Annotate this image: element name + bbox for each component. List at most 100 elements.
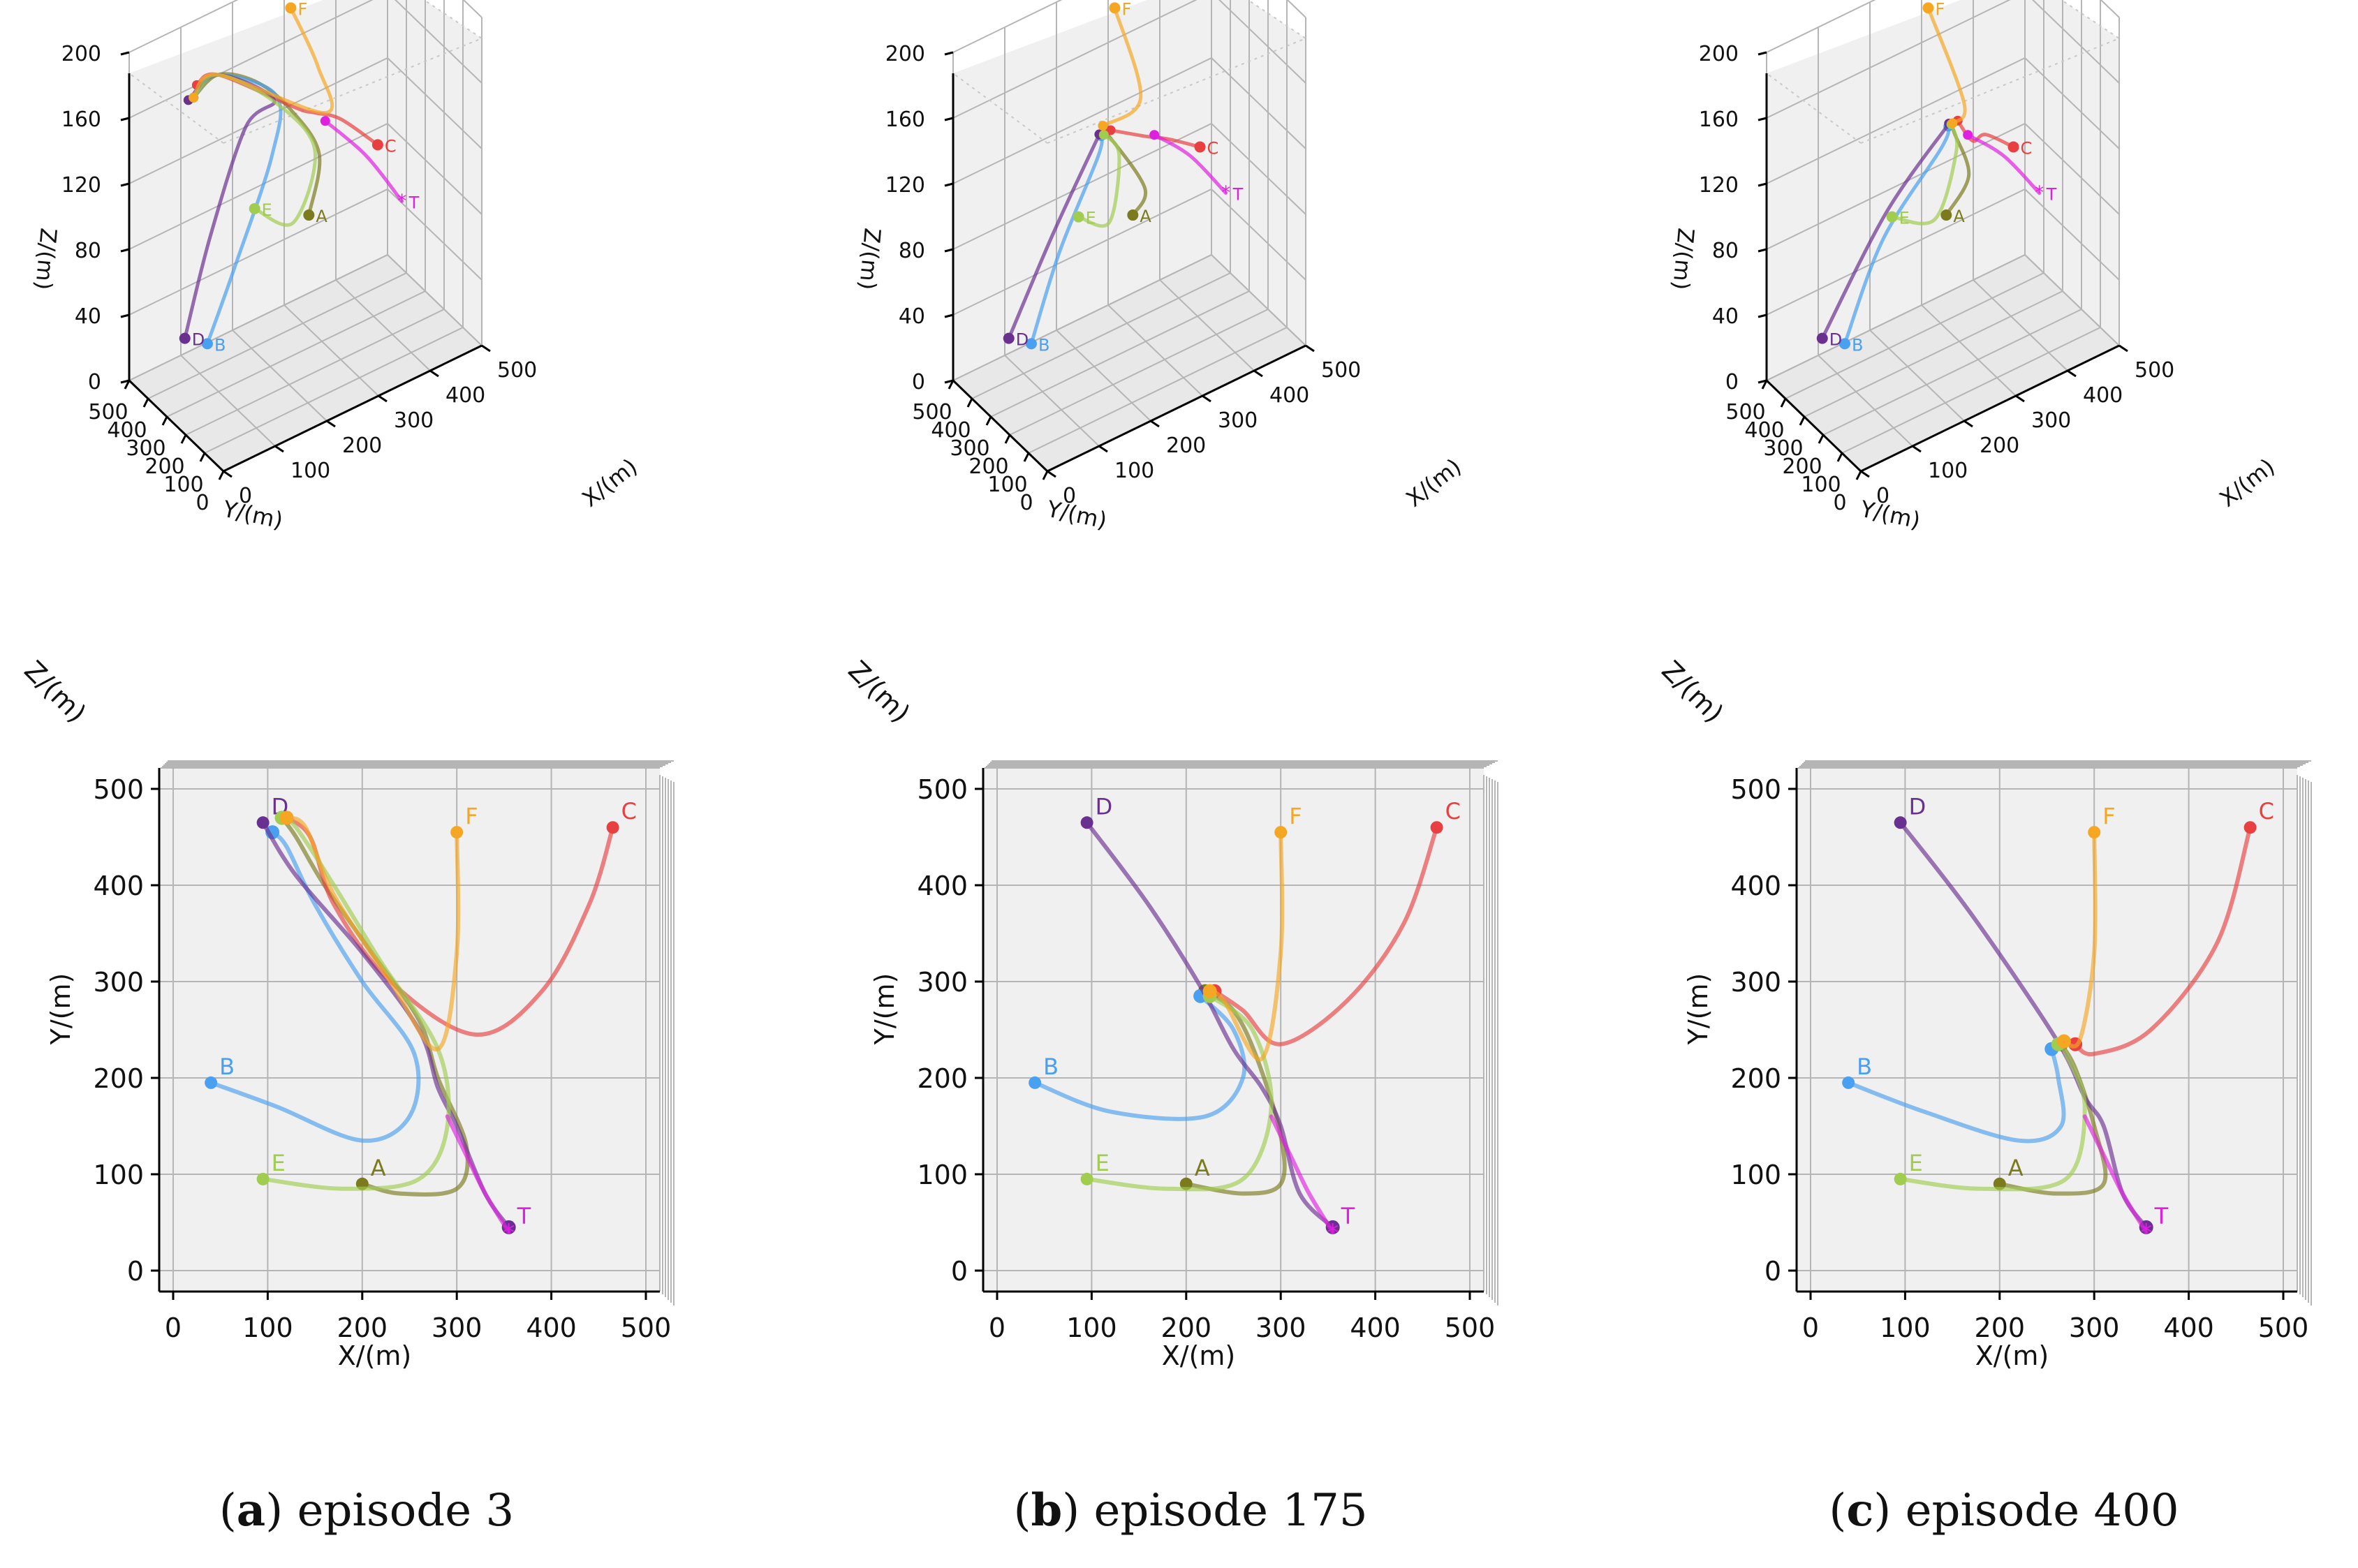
series-B-path [1846,1046,2066,1144]
top-pane [1797,768,2297,1292]
y-tick-mark [180,434,187,444]
caption: (b) episode 175 [1013,1484,1367,1537]
x-tick-label: 200 [337,1312,388,1343]
series-E-start [1894,1172,1907,1185]
y-tick-label: 0 [1764,1256,1781,1287]
z-axis-label: Z/(m) [1667,227,1700,291]
x-tick-label: 300 [2069,1312,2120,1343]
x-axis-line [1860,344,2120,473]
z-tick-mark [1758,248,1767,253]
series-A-label: A [371,1155,386,1181]
y-tick-label: 500 [912,400,952,424]
series-A-start [1940,209,1952,221]
series-C-label: C [385,136,397,156]
z-axis-label: Z/(m) [18,655,92,729]
x-tick-label: 200 [1166,434,1206,458]
x-tick-label: 500 [1321,358,1361,383]
x-tick-label: 300 [394,408,434,433]
x-tick-label: 300 [1218,408,1258,433]
series-E-start [1073,211,1084,223]
x-tick-label: 400 [1269,383,1309,408]
series-D-start [1003,332,1015,344]
pane-floor [1767,255,2119,471]
y-tick-label: 400 [1744,418,1784,443]
x-tick-mark [481,344,491,353]
z-tick-mark [120,51,130,56]
series-E-path [1898,1042,2087,1192]
series-C-label: C [1207,138,1219,158]
y-tick-label: 300 [1730,967,1781,998]
series-E-label: E [1086,209,1096,228]
series-T-star: * [397,191,406,212]
pane-floor [953,255,1306,471]
series-B-start [205,1076,218,1089]
y-tick-label: 500 [1730,774,1781,805]
series-T-end [1149,130,1160,140]
z-tick-label: 120 [61,173,101,198]
caption-letter: b [1031,1484,1062,1537]
pane-floor [129,255,482,471]
y-tick-mark [1799,416,1806,426]
series-T-label: T [2046,185,2057,205]
series-F-label: F [1289,803,1302,829]
series-C-label: C [621,798,637,824]
x-tick-label: 500 [497,358,537,383]
series-B-label: B [219,1053,235,1080]
caption: (a) episode 3 [219,1484,514,1537]
series-D-label: D [1016,330,1029,350]
x-tick-label: 100 [1928,459,1968,483]
series-E-path [1077,133,1121,228]
y-tick-label: 300 [917,967,968,998]
y-tick-mark [142,398,149,408]
y-tick-label: 100 [1801,473,1841,497]
x-tick-label: 0 [989,1312,1005,1343]
y-axis-label: Y/(m) [1857,495,1922,533]
y-axis-label: Y/(m) [45,973,76,1046]
series-F-start [1274,826,1288,839]
top-pane [159,768,660,1292]
caption-open: ( [219,1485,237,1537]
chart-top-b: 0 100 200 300 400 500 0 100 200 300 400 500 X/(m) Y/(… [842,655,1498,1537]
box-top-edge [1047,0,1308,144]
y-axis-label: Y/(m) [1683,973,1714,1046]
x-tick-label: 500 [2258,1312,2309,1343]
x-tick-label: 0 [1063,484,1076,508]
z-tick-mark [1758,51,1767,56]
series-C-start [2243,821,2257,834]
caption-letter: c [1846,1484,1873,1537]
series-B-start [1025,338,1037,350]
y-tick-mark [966,398,973,408]
series-A-start [1127,209,1139,221]
pane-back-y [953,0,1211,380]
z-tick-mark [1758,379,1767,384]
x-tick-label: 0 [239,484,252,508]
z-tick-label: 80 [899,239,925,263]
x-axis-label: X/(m) [577,453,642,512]
y-tick-label: 100 [987,473,1027,497]
z-tick-mark [944,248,954,253]
y-tick-label: 200 [968,454,1008,479]
series-E-path [1890,122,1959,225]
series-E-start [1080,1172,1093,1185]
series-C-start [1430,821,1443,834]
series-B-start [1029,1076,1042,1089]
pane-back-x [388,0,482,346]
series-D-label: D [1909,793,1926,820]
caption-letter: a [237,1484,265,1537]
grid-y-line [1766,0,2026,381]
series-T-star: * [2035,183,2044,204]
series-D-start [179,332,191,344]
series-C-start [371,139,383,151]
series-D-label: D [1096,793,1113,820]
y-axis-line [1765,379,1862,473]
series-T-end [320,116,330,126]
caption-text: episode 400 [1906,1485,2179,1537]
x-axis-label: X/(m) [1975,1340,2049,1371]
z-tick-mark [1758,182,1767,187]
series-T-star: * [1327,1219,1339,1247]
z-tick-label: 80 [1712,239,1739,263]
y-tick-label: 400 [107,418,147,443]
x-tick-label: 400 [526,1312,577,1343]
grid-z-line [952,0,1306,119]
series-F-label: F [1121,0,1131,19]
